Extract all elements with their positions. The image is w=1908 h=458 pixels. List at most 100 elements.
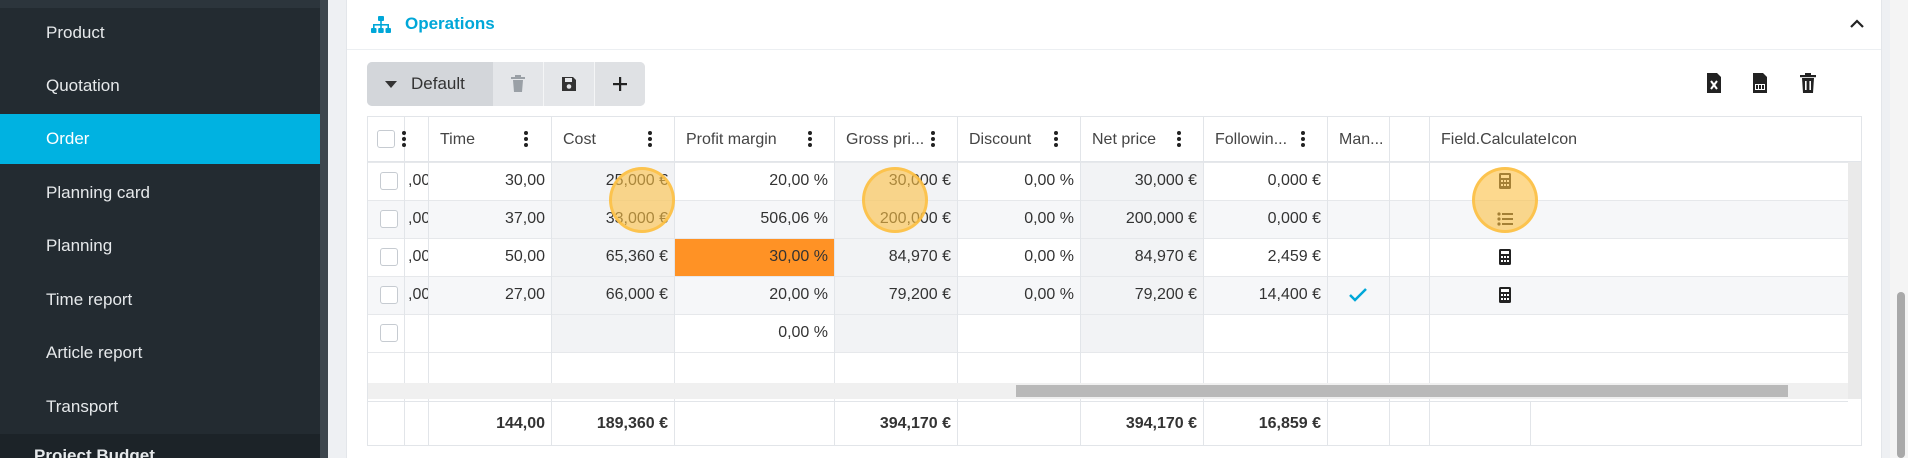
grid-vertical-scrollbar[interactable] xyxy=(1848,162,1861,399)
cell-time[interactable]: 30,00 xyxy=(504,172,545,189)
cell-cost[interactable]: 66,000 € xyxy=(605,286,668,303)
column-divider xyxy=(957,117,958,445)
column-divider xyxy=(428,117,429,445)
add-view-button[interactable] xyxy=(595,62,645,106)
column-menu-icon-following[interactable] xyxy=(1300,130,1306,150)
cell-following[interactable]: 0,000 € xyxy=(1267,172,1321,189)
caret-down-icon xyxy=(385,81,397,88)
sidebar-item-planning-card[interactable]: Planning card xyxy=(46,183,150,202)
cell-net[interactable]: 79,200 € xyxy=(1134,286,1197,303)
computed-column-shade xyxy=(1080,162,1203,352)
toolbar-separator xyxy=(594,62,595,106)
cell-time[interactable]: 50,00 xyxy=(504,248,545,265)
sidebar-item-article-report[interactable]: Article report xyxy=(46,343,143,362)
column-menu-icon-margin[interactable] xyxy=(807,130,813,150)
row-checkbox[interactable] xyxy=(380,248,398,266)
cell-margin[interactable]: 506,06 % xyxy=(760,210,828,227)
totals-divider xyxy=(428,402,429,445)
column-divider xyxy=(1389,117,1390,445)
cell-prev[interactable]: ,00 xyxy=(408,172,428,189)
cell-prev[interactable]: ,00 xyxy=(408,286,428,303)
trash-icon[interactable] xyxy=(1797,72,1819,94)
cell-time[interactable]: 37,00 xyxy=(504,210,545,227)
section-title: Operations xyxy=(405,14,495,33)
cell-gross[interactable]: 84,970 € xyxy=(888,248,951,265)
calculator-icon[interactable] xyxy=(1499,249,1511,265)
totals-divider xyxy=(834,402,835,445)
row-checkbox[interactable] xyxy=(380,172,398,190)
column-header-margin[interactable]: Profit margin xyxy=(686,131,777,148)
cell-margin[interactable]: 0,00 % xyxy=(778,324,828,341)
save-view-button[interactable] xyxy=(544,62,594,106)
row-checkbox[interactable] xyxy=(380,210,398,228)
column-header-time[interactable]: Time xyxy=(440,131,475,148)
cell-following[interactable]: 2,459 € xyxy=(1267,248,1321,265)
chevron-up-icon[interactable] xyxy=(1849,16,1865,32)
cell-following[interactable]: 14,400 € xyxy=(1258,286,1321,303)
delete-view-button[interactable] xyxy=(493,62,543,106)
sidebar-item-quotation[interactable]: Quotation xyxy=(46,76,120,95)
checkmark-icon xyxy=(1349,288,1367,302)
row-divider xyxy=(368,238,1848,239)
cell-discount[interactable]: 0,00 % xyxy=(1024,286,1074,303)
sidebar-item-time-report[interactable]: Time report xyxy=(46,290,133,309)
column-menu-icon-gross[interactable] xyxy=(930,130,936,150)
column-menu-icon-cost[interactable] xyxy=(647,130,653,150)
column-header-net[interactable]: Net price xyxy=(1092,131,1157,148)
calculator-icon[interactable] xyxy=(1499,287,1511,303)
column-divider xyxy=(1429,117,1430,445)
cell-margin[interactable]: 20,00 % xyxy=(769,286,828,303)
page-vertical-scrollbar[interactable] xyxy=(1890,0,1908,458)
cell-following[interactable]: 0,000 € xyxy=(1267,210,1321,227)
grid-horizontal-scrollbar-thumb[interactable] xyxy=(1016,385,1788,397)
column-menu-icon-net[interactable] xyxy=(1176,130,1182,150)
column-divider xyxy=(834,117,835,445)
excel-export-icon[interactable] xyxy=(1703,72,1725,94)
column-header-cost[interactable]: Cost xyxy=(563,131,596,148)
cell-net[interactable]: 84,970 € xyxy=(1134,248,1197,265)
column-header-blank[interactable] xyxy=(1389,117,1429,162)
cell-discount[interactable]: 0,00 % xyxy=(1024,248,1074,265)
column-menu-icon-sel[interactable] xyxy=(401,130,407,150)
column-divider xyxy=(674,117,675,445)
totals-divider xyxy=(1203,402,1204,445)
page-scrollbar-thumb[interactable] xyxy=(1897,292,1905,458)
cell-discount[interactable]: 0,00 % xyxy=(1024,210,1074,227)
operations-header[interactable]: Operations xyxy=(347,0,1881,50)
column-header-calc[interactable]: Field.CalculateIcon xyxy=(1441,131,1578,148)
column-header-following[interactable]: Followin... xyxy=(1215,131,1288,148)
select-all-checkbox[interactable] xyxy=(377,130,395,148)
row-checkbox[interactable] xyxy=(380,286,398,304)
cell-margin[interactable]: 30,00 % xyxy=(769,248,828,265)
cell-cost[interactable]: 65,360 € xyxy=(605,248,668,265)
cell-gross[interactable]: 79,200 € xyxy=(888,286,951,303)
row-checkbox[interactable] xyxy=(380,324,398,342)
grid-horizontal-scrollbar[interactable] xyxy=(368,383,1848,399)
save-icon xyxy=(562,77,576,91)
column-header-man[interactable]: Man... xyxy=(1339,131,1384,148)
cell-prev[interactable]: ,00 xyxy=(408,210,428,227)
sidebar: Product Quotation Order Planning card Pl… xyxy=(0,0,320,458)
totals-divider xyxy=(1429,402,1430,445)
column-header-gross[interactable]: Gross pri... xyxy=(846,131,925,148)
cell-net[interactable]: 30,000 € xyxy=(1134,172,1197,189)
sidebar-item-order[interactable]: Order xyxy=(0,114,320,164)
pdf-export-icon[interactable] xyxy=(1749,72,1771,94)
cell-margin[interactable]: 20,00 % xyxy=(769,172,828,189)
sidebar-item-planning[interactable]: Planning xyxy=(46,236,113,255)
sidebar-group-project-budget[interactable]: Project Budget xyxy=(34,446,155,458)
column-menu-icon-discount[interactable] xyxy=(1053,130,1059,150)
sidebar-item-transport[interactable]: Transport xyxy=(46,397,119,416)
cell-time[interactable]: 27,00 xyxy=(504,286,545,303)
totals-divider xyxy=(1389,402,1390,445)
cell-net[interactable]: 200,000 € xyxy=(1125,210,1197,227)
column-header-prev[interactable] xyxy=(404,117,428,162)
cell-prev[interactable]: ,00 xyxy=(408,248,428,265)
sidebar-divider[interactable] xyxy=(320,0,328,458)
sidebar-item-product[interactable]: Product xyxy=(46,23,105,42)
view-selector-button[interactable]: Default xyxy=(367,62,493,106)
totals-divider xyxy=(957,402,958,445)
column-menu-icon-time[interactable] xyxy=(523,130,529,150)
column-header-discount[interactable]: Discount xyxy=(969,131,1032,148)
cell-discount[interactable]: 0,00 % xyxy=(1024,172,1074,189)
